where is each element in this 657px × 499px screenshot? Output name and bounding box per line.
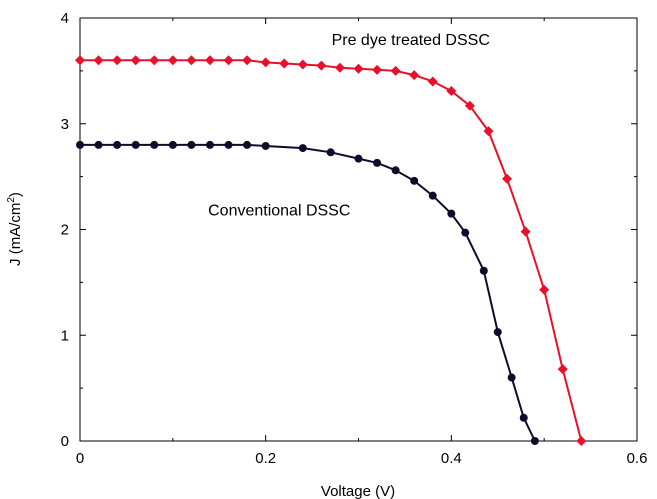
pre-dye-point — [372, 64, 383, 75]
conventional-point — [113, 140, 122, 149]
pre-dye-point — [483, 126, 494, 137]
pre-dye-point — [576, 436, 587, 446]
pre-dye-point — [149, 55, 160, 66]
pre-dye-point — [167, 55, 178, 66]
pre-dye-point — [93, 55, 104, 66]
conventional-point — [530, 437, 539, 445]
axis-ticks: 0 0.2 0.4 0.6 0 1 2 3 4 — [61, 10, 648, 467]
conventional-point — [326, 148, 335, 157]
plot-frame — [79, 17, 638, 442]
series-labels: Pre dye treated DSSC Conventional DSSC — [208, 32, 490, 219]
pre-dye-point — [242, 55, 253, 66]
conventional-point — [187, 140, 196, 149]
pre-dye-point — [112, 55, 123, 66]
conventional-point — [354, 154, 363, 163]
pre-dye-point — [353, 63, 364, 74]
pre-dye-point — [502, 173, 513, 184]
y-axis-title-sup: 2 — [6, 197, 17, 203]
conventional-point — [428, 191, 437, 200]
pre-dye-point — [130, 55, 141, 66]
conventional-point — [507, 373, 516, 382]
pre-dye-point — [520, 226, 531, 237]
x-tick-label: 0.6 — [627, 450, 648, 467]
conventional-point — [94, 140, 103, 149]
conventional-point — [447, 209, 456, 218]
conventional-point — [261, 141, 270, 150]
pre-dye-point — [427, 76, 438, 87]
conventional-point — [298, 144, 307, 153]
y-tick-label: 2 — [61, 222, 69, 239]
conventional-point — [150, 140, 159, 149]
pre-dye-point — [316, 60, 327, 71]
y-axis-title-main: J (mA/cm — [7, 203, 24, 266]
conventional-point — [410, 176, 419, 185]
conventional-point — [391, 166, 400, 175]
conventional-point — [131, 140, 140, 149]
y-tick-label: 3 — [61, 116, 69, 133]
conventional-point — [224, 140, 233, 149]
pre-dye-point — [390, 65, 401, 76]
conventional-point — [373, 158, 382, 167]
pre-dye-label: Pre dye treated DSSC — [332, 32, 490, 49]
x-tick-label: 0.4 — [441, 450, 462, 467]
pre-dye-point — [297, 59, 308, 70]
conventional-point — [519, 413, 528, 422]
conventional-point — [76, 140, 84, 149]
x-tick-label: 0.2 — [255, 450, 276, 467]
pre-dye-point — [409, 70, 420, 81]
conventional-label: Conventional DSSC — [208, 202, 350, 219]
pre-dye-point — [464, 100, 475, 111]
conventional-point — [493, 328, 502, 337]
y-axis-title-end: ) — [7, 192, 24, 197]
pre-dye-point — [557, 364, 568, 375]
conventional-line — [80, 143, 536, 442]
pre-dye-point — [223, 55, 234, 66]
conventional-point — [205, 140, 214, 149]
y-tick-label: 1 — [61, 327, 69, 344]
conventional-point — [243, 140, 252, 149]
pre-dye-point — [75, 55, 85, 66]
conventional-point — [461, 228, 470, 237]
pre-dye-point — [260, 57, 271, 68]
y-tick-label: 4 — [61, 10, 69, 27]
conventional-point — [479, 266, 488, 275]
x-axis-title: Voltage (V) — [321, 483, 395, 499]
conventional-point — [168, 140, 177, 149]
x-tick-label: 0 — [76, 450, 84, 467]
pre-dye-line — [80, 59, 583, 442]
y-tick-label: 0 — [61, 433, 69, 450]
pre-dye-point — [334, 62, 345, 73]
y-axis-title: J (mA/cm2) — [6, 192, 24, 266]
pre-dye-point — [186, 55, 197, 66]
pre-dye-point — [446, 85, 457, 96]
series-layer — [75, 55, 587, 446]
pre-dye-point — [279, 58, 290, 69]
pre-dye-point — [204, 55, 215, 66]
svg-text:J (mA/cm2): J (mA/cm2) — [6, 192, 24, 266]
pre-dye-point — [539, 284, 550, 295]
